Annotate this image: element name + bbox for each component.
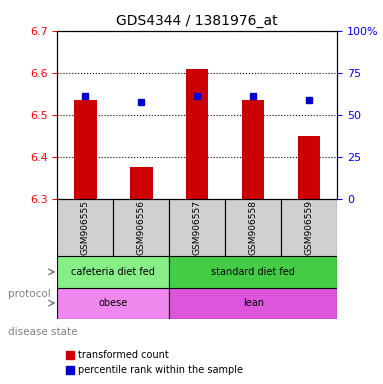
FancyBboxPatch shape: [57, 288, 169, 319]
Bar: [186, 68, 208, 199]
Text: lean: lean: [243, 298, 264, 308]
Title: GDS4344 / 1381976_at: GDS4344 / 1381976_at: [116, 14, 278, 28]
Text: protocol: protocol: [8, 289, 51, 299]
Legend: transformed count, percentile rank within the sample: transformed count, percentile rank withi…: [62, 346, 247, 379]
Bar: [130, 167, 152, 199]
Text: standard diet fed: standard diet fed: [211, 267, 295, 277]
FancyBboxPatch shape: [57, 199, 113, 257]
Bar: [74, 100, 97, 199]
Text: disease state: disease state: [8, 327, 77, 337]
Text: GSM906556: GSM906556: [137, 200, 146, 255]
FancyBboxPatch shape: [281, 199, 337, 257]
FancyBboxPatch shape: [113, 199, 169, 257]
Text: obese: obese: [99, 298, 128, 308]
Bar: [298, 136, 320, 199]
FancyBboxPatch shape: [225, 199, 281, 257]
FancyBboxPatch shape: [57, 257, 169, 288]
FancyBboxPatch shape: [169, 199, 225, 257]
Text: GSM906557: GSM906557: [193, 200, 202, 255]
Text: GSM906558: GSM906558: [249, 200, 258, 255]
FancyBboxPatch shape: [169, 257, 337, 288]
Text: GSM906555: GSM906555: [81, 200, 90, 255]
FancyBboxPatch shape: [169, 288, 337, 319]
Text: cafeteria diet fed: cafeteria diet fed: [72, 267, 155, 277]
Bar: [242, 100, 264, 199]
Text: GSM906559: GSM906559: [304, 200, 314, 255]
